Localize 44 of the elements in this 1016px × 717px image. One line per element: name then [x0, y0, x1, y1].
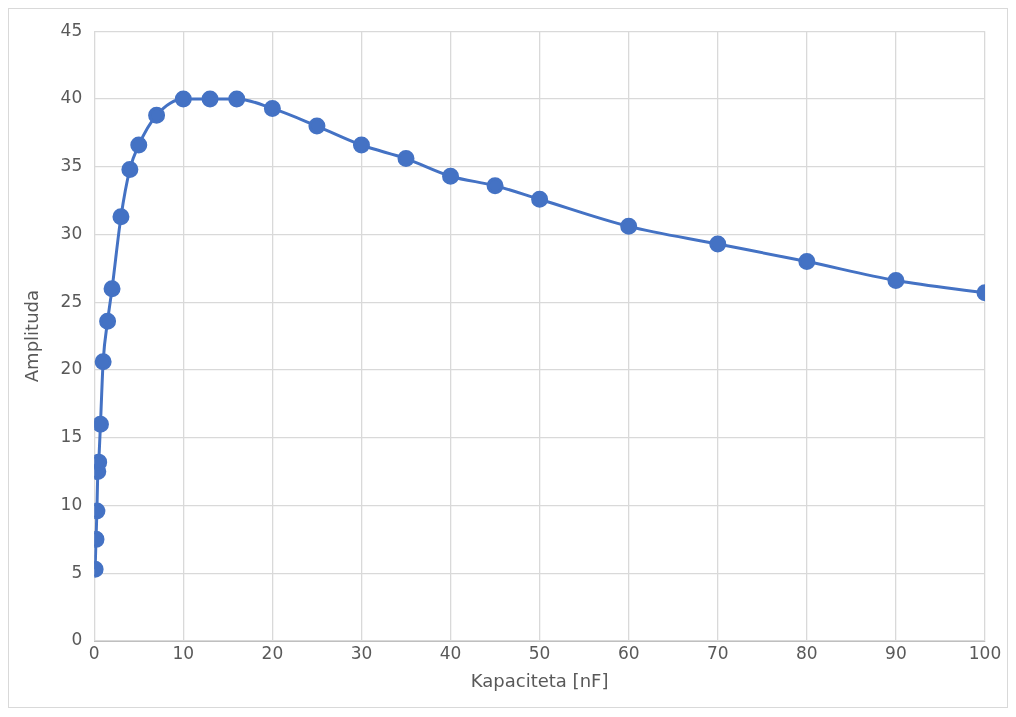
x-tick-label: 60 — [617, 642, 640, 663]
y-tick-label: 5 — [71, 561, 83, 582]
point — [887, 272, 905, 290]
point — [228, 90, 246, 108]
x-tick-label: 80 — [796, 642, 818, 663]
point — [531, 190, 549, 208]
y-tick-label: 30 — [60, 222, 83, 243]
point — [112, 208, 130, 226]
x-tick-label: 90 — [885, 642, 907, 663]
point — [103, 280, 121, 298]
point — [620, 217, 638, 235]
point — [174, 90, 192, 108]
point — [121, 160, 139, 178]
point — [442, 167, 460, 185]
y-axis-title: Amplituda — [21, 290, 43, 383]
y-tick-label: 40 — [60, 87, 83, 108]
point — [201, 90, 219, 108]
point — [798, 253, 816, 271]
y-tick-label: 0 — [71, 629, 83, 650]
x-tick-label: 0 — [88, 642, 100, 663]
x-tick-label: 20 — [261, 642, 284, 663]
y-tick-label: 20 — [60, 358, 83, 379]
y-tick-label: 10 — [60, 493, 83, 514]
point — [709, 235, 727, 253]
x-tick-label: 50 — [528, 642, 551, 663]
x-tick-label: 30 — [350, 642, 373, 663]
y-tick-label: 35 — [60, 155, 83, 176]
x-tick-label: 100 — [968, 642, 1002, 663]
point — [130, 136, 148, 154]
point — [148, 106, 166, 124]
x-axis-title: Kapaciteta [nF] — [470, 669, 609, 691]
x-tick-label: 40 — [439, 642, 462, 663]
point — [99, 312, 117, 330]
point — [486, 177, 504, 195]
point — [308, 117, 326, 135]
x-tick-label: 10 — [172, 642, 195, 663]
x-tick-label: 70 — [706, 642, 729, 663]
point — [352, 136, 370, 154]
y-tick-label: 15 — [60, 426, 83, 447]
point — [263, 99, 281, 117]
point — [94, 353, 112, 371]
y-tick-label: 45 — [60, 19, 83, 40]
point — [397, 150, 415, 168]
y-tick-label: 25 — [60, 290, 83, 311]
